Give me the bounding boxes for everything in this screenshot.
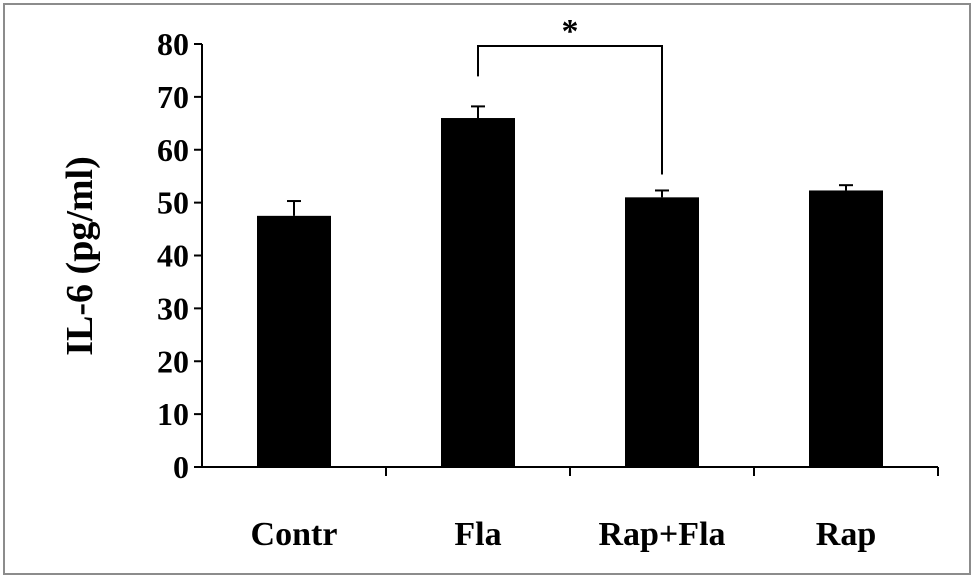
bar-contr xyxy=(257,215,331,467)
bar-rap-fla xyxy=(625,197,699,467)
y-axis-label: IL-6 (pg/ml) xyxy=(59,156,101,356)
x-tick-label: Rap xyxy=(816,516,876,553)
significance-label: * xyxy=(562,13,579,50)
y-tick-label: 70 xyxy=(157,79,189,115)
x-tick-label: Contr xyxy=(251,516,338,553)
x-tick-label: Rap+Fla xyxy=(598,516,725,553)
y-tick-label: 80 xyxy=(157,26,189,62)
y-tick-label: 0 xyxy=(173,449,189,485)
y-tick-label: 10 xyxy=(157,396,189,432)
significance-bracket xyxy=(477,45,663,175)
y-tick-label: 60 xyxy=(157,132,189,168)
y-tick-label: 40 xyxy=(157,238,189,274)
x-tick-label: Fla xyxy=(454,516,501,553)
bar-rap xyxy=(809,190,883,467)
y-tick-label: 20 xyxy=(157,343,189,379)
y-tick-label: 50 xyxy=(157,185,189,221)
y-tick-label: 30 xyxy=(157,290,189,326)
bar-fla xyxy=(441,118,515,468)
chart-frame xyxy=(3,3,971,575)
